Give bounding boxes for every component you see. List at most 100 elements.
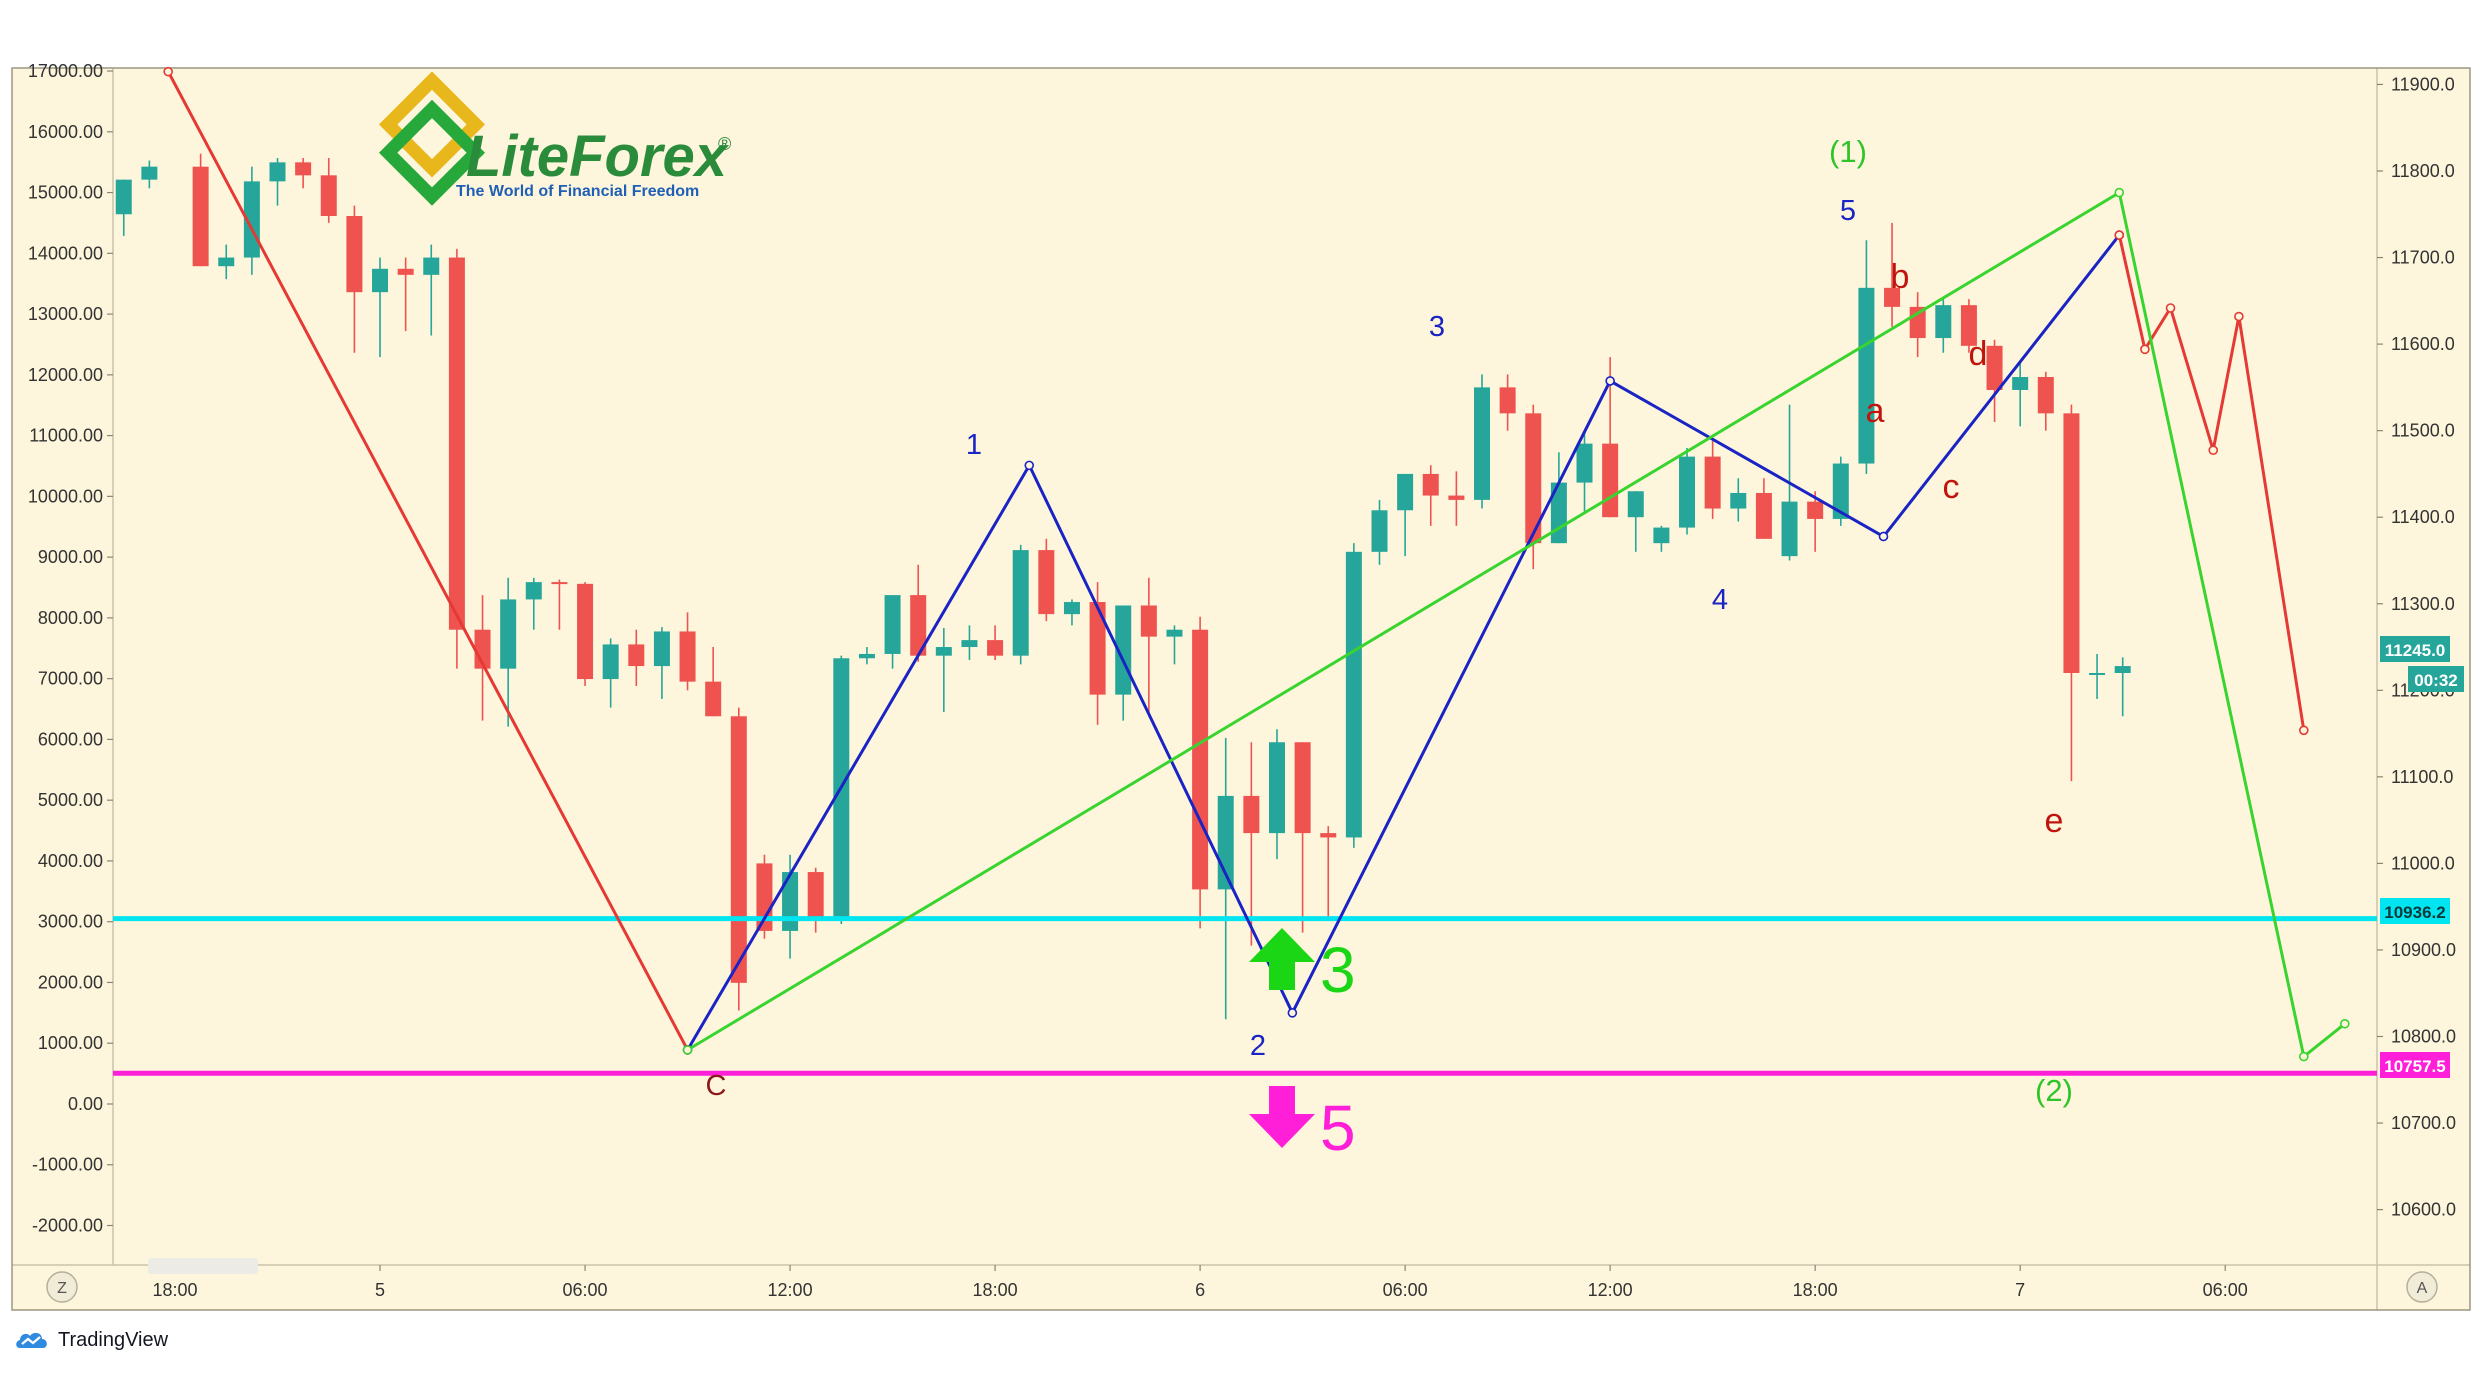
wave-pivot xyxy=(2298,1051,2309,1062)
left-tick-label: 14000.00 xyxy=(28,243,103,263)
logo-registered: ® xyxy=(718,134,731,154)
candle-body xyxy=(705,681,722,717)
wave-pivot xyxy=(2339,1018,2350,1029)
candle-body xyxy=(1089,602,1106,695)
right-tick-label: 11500.0 xyxy=(2391,421,2455,441)
left-tick-label: 15000.00 xyxy=(28,183,103,203)
tradingview-brand: TradingView xyxy=(58,1328,169,1351)
logo-brand: LiteForex xyxy=(466,124,730,189)
right-tick-label: 11600.0 xyxy=(2391,334,2455,354)
candle-body xyxy=(320,175,337,217)
left-tick-label: 7000.00 xyxy=(38,669,103,689)
label-d: d xyxy=(1969,335,1988,373)
candle-body xyxy=(269,162,286,182)
wave-pivot xyxy=(1287,1008,1298,1018)
candle-body xyxy=(1371,510,1388,552)
candle-body xyxy=(1730,492,1747,509)
candle-body xyxy=(2114,666,2131,673)
wave-pivot xyxy=(1605,376,1615,386)
left-tick-label: 1000.00 xyxy=(38,1033,103,1053)
x-tick-label: 5 xyxy=(375,1280,385,1300)
label-4: 4 xyxy=(1712,584,1728,616)
left-tick-label: 0.00 xyxy=(68,1094,103,1114)
candle-body xyxy=(346,216,363,293)
label-C: C xyxy=(706,1070,727,1102)
candle-body xyxy=(1602,443,1619,518)
left-tick-label: -2000.00 xyxy=(32,1216,103,1236)
candle-body xyxy=(858,653,875,659)
z-button[interactable]: Z xyxy=(46,1271,78,1303)
cyan-level-box xyxy=(2380,898,2450,924)
left-tick-label: 5000.00 xyxy=(38,790,103,810)
candle-body xyxy=(2012,376,2029,390)
countdown-label: 00:32 xyxy=(2414,671,2457,690)
down-arrow-label: 5 xyxy=(1320,1092,1356,1164)
x-tick-label: 18:00 xyxy=(1793,1280,1838,1300)
candle-body xyxy=(1499,387,1516,414)
current-price-label: 11245.0 xyxy=(2385,641,2446,660)
left-tick-label: 17000.00 xyxy=(28,61,103,81)
candle-body xyxy=(141,166,158,180)
wave-pivot xyxy=(2298,725,2309,736)
x-tick-label: 18:00 xyxy=(152,1280,197,1300)
up-arrow-icon xyxy=(1249,928,1315,990)
x-tick-label: 18:00 xyxy=(973,1280,1018,1300)
candle-body xyxy=(628,644,645,667)
right-tick-label: 11000.0 xyxy=(2391,853,2455,873)
candle-body xyxy=(295,162,312,176)
a-button[interactable]: A xyxy=(2406,1271,2438,1303)
wave-1-2-line xyxy=(686,190,2346,1060)
liteforex-mark-icon xyxy=(378,71,486,206)
candle-body xyxy=(192,166,209,267)
plot-background xyxy=(12,68,2470,1310)
cyan-level-label: 10936.2 xyxy=(2384,903,2445,922)
wave-pivot xyxy=(2114,187,2125,198)
wave-pivot xyxy=(2114,230,2125,240)
candle-body xyxy=(448,257,465,630)
z-button-label: Z xyxy=(57,1280,67,1297)
magenta-level-label: 10757.5 xyxy=(2384,1057,2445,1076)
candle-body xyxy=(500,599,517,669)
candle-body xyxy=(1807,501,1824,519)
current-price-box xyxy=(2380,636,2450,662)
left-tick-label: 4000.00 xyxy=(38,851,103,871)
candle-body xyxy=(1653,527,1670,544)
candle-body xyxy=(1858,287,1875,464)
right-tick-label: 10700.0 xyxy=(2391,1113,2456,1133)
candle-body xyxy=(1960,305,1977,346)
candle-body xyxy=(1832,463,1849,519)
candle-body xyxy=(935,647,952,656)
candle-body xyxy=(577,583,594,680)
wave-pivot xyxy=(2140,344,2150,355)
candle-body xyxy=(1448,495,1465,500)
wave-pivot xyxy=(1024,460,1035,471)
up-arrow-label: 3 xyxy=(1320,934,1356,1006)
wave-pivot xyxy=(1878,531,1889,542)
label-1: 1 xyxy=(966,429,982,461)
candle-body xyxy=(1474,387,1491,500)
down-arrow-icon xyxy=(1249,1086,1315,1148)
right-tick-label: 10600.0 xyxy=(2391,1200,2456,1220)
logo-tagline: The World of Financial Freedom xyxy=(456,183,699,200)
candle-body xyxy=(1140,605,1157,637)
liteforex-logo: LiteForex ® The World of Financial Freed… xyxy=(378,71,731,206)
x-tick-label: 06:00 xyxy=(1383,1280,1428,1300)
candle-body xyxy=(807,872,824,920)
scroll-handle[interactable] xyxy=(148,1258,258,1274)
a-button-label: A xyxy=(2417,1280,2428,1297)
candle-body xyxy=(782,872,799,931)
x-tick-label: 12:00 xyxy=(768,1280,813,1300)
candle-body xyxy=(525,582,542,600)
candle-body xyxy=(1063,602,1080,615)
candle-body xyxy=(1345,551,1362,838)
right-tick-label: 11100.0 xyxy=(2391,767,2453,787)
countdown-box xyxy=(2408,666,2464,692)
frame xyxy=(11,67,2471,1311)
tradingview-cloud-icon xyxy=(16,1332,47,1348)
impulse-12345-line xyxy=(686,234,2121,1051)
label-b: b xyxy=(1891,258,1910,296)
candle-body xyxy=(1986,345,2003,390)
label-a: a xyxy=(1866,392,1885,430)
left-tick-label: 2000.00 xyxy=(38,972,103,992)
